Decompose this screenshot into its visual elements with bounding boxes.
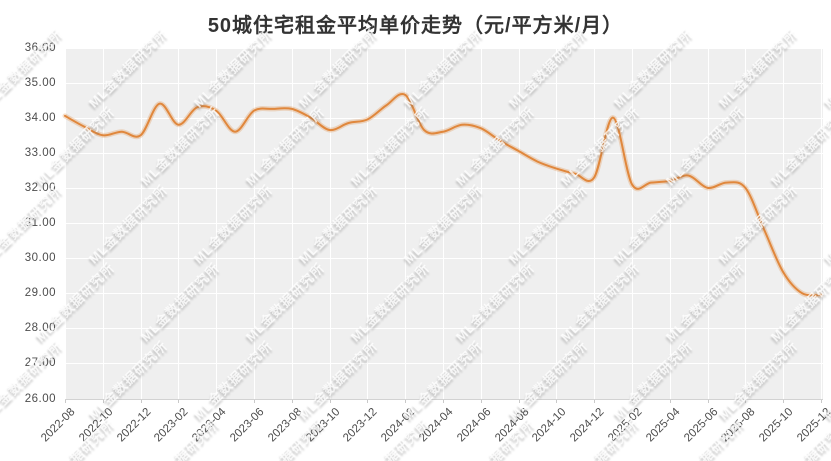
y-tick-label: 31.00 xyxy=(24,217,56,229)
x-tick-mark xyxy=(367,398,369,403)
x-tick-mark xyxy=(518,398,520,403)
h-gridline xyxy=(65,82,823,84)
y-tick-label: 33.00 xyxy=(24,146,56,159)
v-gridline xyxy=(443,47,444,399)
x-tick-mark xyxy=(443,398,444,403)
x-tick-mark xyxy=(102,398,104,403)
y-tick-label: 30.00 xyxy=(24,252,56,265)
x-tick-mark xyxy=(821,398,822,403)
v-gridline xyxy=(102,47,104,399)
x-tick-mark xyxy=(140,398,142,403)
chart-title: 50城住宅租金平均单价走势（元/平方米/月） xyxy=(207,15,624,37)
h-gridline xyxy=(65,47,823,49)
x-tick-mark xyxy=(65,398,66,403)
v-gridline xyxy=(556,47,558,399)
y-tick-label: 27.00 xyxy=(24,357,56,370)
v-gridline xyxy=(518,47,520,399)
h-gridline xyxy=(65,328,823,330)
v-gridline xyxy=(329,47,331,399)
x-tick-mark xyxy=(594,398,596,403)
y-tick-label: 32.00 xyxy=(24,181,56,194)
x-tick-label: 2025-12 xyxy=(795,406,831,444)
y-tick-label: 34.00 xyxy=(24,111,56,124)
y-tick-label: 26.00 xyxy=(24,392,56,405)
v-gridline xyxy=(291,47,293,399)
v-gridline xyxy=(405,47,407,399)
x-tick-mark xyxy=(632,398,633,403)
x-tick-mark xyxy=(556,398,558,403)
x-tick-label-text: 2022-08 xyxy=(39,405,78,444)
x-axis-line xyxy=(65,398,823,400)
x-tick-mark xyxy=(254,398,255,403)
v-gridline xyxy=(594,47,596,399)
x-tick-mark xyxy=(669,398,671,403)
y-tick-label: 36.00 xyxy=(24,41,56,54)
x-tick-mark xyxy=(216,398,218,403)
x-tick-mark xyxy=(783,398,785,403)
h-gridline xyxy=(65,363,823,365)
x-tick-mark xyxy=(405,398,407,403)
v-gridline xyxy=(745,47,747,399)
x-tick-mark xyxy=(329,398,331,403)
v-gridline xyxy=(707,47,709,399)
v-gridline xyxy=(783,47,785,399)
v-gridline xyxy=(669,47,671,399)
watermark-text: ML金数据研究所 xyxy=(0,337,66,423)
x-tick-mark xyxy=(480,398,482,403)
v-gridline xyxy=(632,47,633,399)
y-tick-label: 35.00 xyxy=(24,76,56,89)
v-gridline xyxy=(216,47,218,399)
v-gridline xyxy=(178,47,180,399)
y-tick-label: 29.00 xyxy=(24,287,56,300)
x-tick-mark xyxy=(745,398,747,403)
v-gridline xyxy=(65,47,66,399)
x-tick-mark xyxy=(291,398,293,403)
v-gridline xyxy=(367,47,369,399)
v-gridline xyxy=(821,47,822,399)
x-tick-mark xyxy=(178,398,180,403)
v-gridline xyxy=(140,47,142,399)
y-tick-label: 28.00 xyxy=(24,322,56,335)
v-gridline xyxy=(254,47,255,399)
v-gridline xyxy=(480,47,482,399)
x-tick-mark xyxy=(707,398,709,403)
